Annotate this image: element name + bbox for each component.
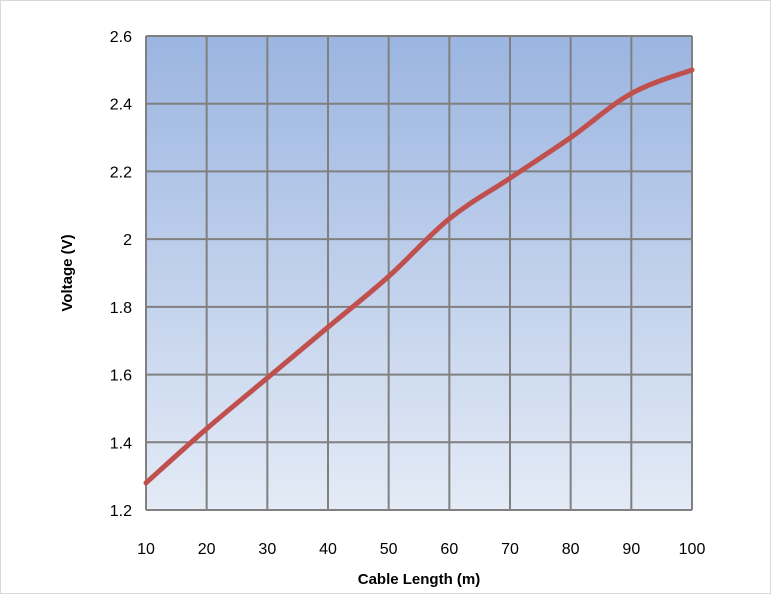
y-axis-title: Voltage (V) [59,234,76,311]
y-tick-label: 1.6 [110,368,132,385]
x-tick-label: 40 [319,541,337,558]
x-tick-label: 100 [679,541,706,558]
y-tick-labels: 1.2 1.4 1.6 1.8 2 2.2 2.4 2.6 [110,29,132,520]
y-tick-label: 2.6 [110,29,132,46]
x-tick-label: 60 [440,541,458,558]
x-tick-label: 30 [258,541,276,558]
y-tick-label: 2 [123,232,132,249]
x-tick-label: 90 [622,541,640,558]
x-tick-label: 70 [501,541,519,558]
x-tick-label: 80 [562,541,580,558]
y-tick-label: 1.4 [110,435,132,452]
x-tick-label: 20 [198,541,216,558]
y-tick-label: 2.2 [110,164,132,181]
x-axis-title: Cable Length (m) [358,571,481,588]
x-tick-label: 50 [380,541,398,558]
y-tick-label: 1.2 [110,503,132,520]
gridlines [145,35,693,511]
y-tick-label: 2.4 [110,97,132,114]
x-tick-label: 10 [137,541,155,558]
x-tick-labels: 10 20 30 40 50 60 70 80 90 100 [137,541,705,558]
y-tick-label: 1.8 [110,300,132,317]
series-line-voltage [143,67,695,486]
